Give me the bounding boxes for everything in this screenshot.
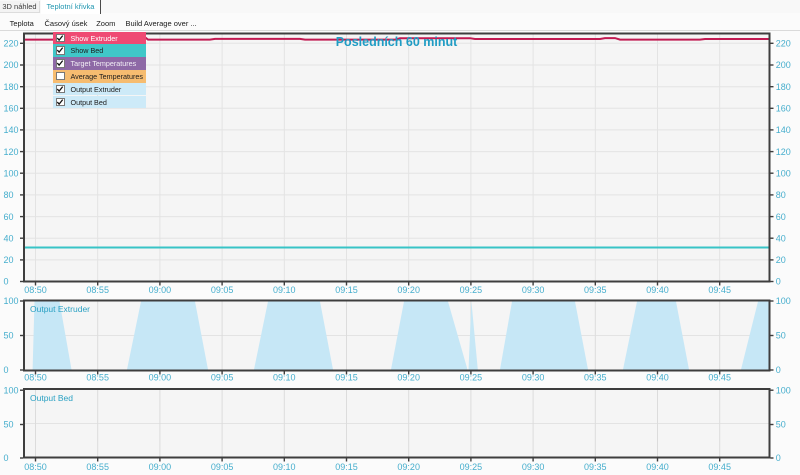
svg-text:220: 220 bbox=[4, 39, 19, 49]
svg-text:20: 20 bbox=[4, 255, 14, 265]
svg-text:09:45: 09:45 bbox=[708, 372, 731, 382]
svg-text:50: 50 bbox=[776, 420, 786, 430]
svg-text:60: 60 bbox=[4, 212, 14, 222]
svg-text:08:55: 08:55 bbox=[86, 462, 109, 472]
svg-text:180: 180 bbox=[776, 82, 791, 92]
svg-text:09:05: 09:05 bbox=[211, 462, 234, 472]
svg-text:09:10: 09:10 bbox=[273, 372, 296, 382]
svg-text:09:35: 09:35 bbox=[584, 462, 607, 472]
svg-text:80: 80 bbox=[4, 190, 14, 200]
svg-text:08:50: 08:50 bbox=[24, 372, 47, 382]
svg-text:Posledních 60 minut: Posledních 60 minut bbox=[336, 35, 458, 49]
svg-text:40: 40 bbox=[4, 233, 14, 243]
svg-text:180: 180 bbox=[4, 82, 19, 92]
svg-text:100: 100 bbox=[776, 385, 791, 395]
svg-text:0: 0 bbox=[4, 453, 9, 463]
svg-text:09:00: 09:00 bbox=[149, 462, 172, 472]
svg-text:08:55: 08:55 bbox=[86, 285, 109, 295]
svg-text:0: 0 bbox=[776, 277, 781, 287]
svg-text:80: 80 bbox=[776, 190, 786, 200]
svg-text:09:20: 09:20 bbox=[397, 372, 420, 382]
svg-text:09:35: 09:35 bbox=[584, 372, 607, 382]
svg-text:Output Extruder: Output Extruder bbox=[30, 304, 90, 314]
svg-text:09:20: 09:20 bbox=[397, 285, 420, 295]
svg-text:Output Bed: Output Bed bbox=[30, 393, 73, 403]
svg-text:100: 100 bbox=[776, 168, 791, 178]
svg-text:09:25: 09:25 bbox=[460, 372, 483, 382]
svg-text:09:05: 09:05 bbox=[211, 285, 234, 295]
svg-text:120: 120 bbox=[776, 147, 791, 157]
svg-text:0: 0 bbox=[4, 365, 9, 375]
svg-text:09:20: 09:20 bbox=[397, 462, 420, 472]
svg-text:09:15: 09:15 bbox=[335, 462, 358, 472]
svg-text:120: 120 bbox=[4, 147, 19, 157]
svg-text:09:00: 09:00 bbox=[149, 285, 172, 295]
svg-text:09:40: 09:40 bbox=[646, 462, 669, 472]
svg-text:140: 140 bbox=[4, 125, 19, 135]
svg-text:09:30: 09:30 bbox=[522, 285, 545, 295]
svg-text:09:15: 09:15 bbox=[335, 285, 358, 295]
svg-text:100: 100 bbox=[776, 296, 791, 306]
svg-text:60: 60 bbox=[776, 212, 786, 222]
svg-text:09:45: 09:45 bbox=[708, 462, 731, 472]
svg-text:09:40: 09:40 bbox=[646, 372, 669, 382]
svg-text:09:25: 09:25 bbox=[460, 462, 483, 472]
svg-text:09:30: 09:30 bbox=[522, 372, 545, 382]
svg-text:09:25: 09:25 bbox=[460, 285, 483, 295]
svg-text:09:35: 09:35 bbox=[584, 285, 607, 295]
svg-text:0: 0 bbox=[776, 365, 781, 375]
svg-text:09:10: 09:10 bbox=[273, 462, 296, 472]
svg-text:50: 50 bbox=[776, 331, 786, 341]
svg-text:09:45: 09:45 bbox=[708, 285, 731, 295]
svg-text:08:50: 08:50 bbox=[24, 462, 47, 472]
svg-text:09:30: 09:30 bbox=[522, 462, 545, 472]
svg-text:40: 40 bbox=[776, 233, 786, 243]
svg-text:09:05: 09:05 bbox=[211, 372, 234, 382]
svg-text:08:50: 08:50 bbox=[24, 285, 47, 295]
svg-text:0: 0 bbox=[4, 277, 9, 287]
svg-text:160: 160 bbox=[776, 104, 791, 114]
svg-text:200: 200 bbox=[776, 60, 791, 70]
svg-text:100: 100 bbox=[4, 385, 19, 395]
svg-text:100: 100 bbox=[4, 296, 19, 306]
svg-text:50: 50 bbox=[4, 331, 14, 341]
svg-text:220: 220 bbox=[776, 39, 791, 49]
svg-text:200: 200 bbox=[4, 60, 19, 70]
svg-text:09:15: 09:15 bbox=[335, 372, 358, 382]
svg-text:09:40: 09:40 bbox=[646, 285, 669, 295]
svg-text:100: 100 bbox=[4, 168, 19, 178]
svg-text:09:10: 09:10 bbox=[273, 285, 296, 295]
svg-text:09:00: 09:00 bbox=[149, 372, 172, 382]
svg-text:160: 160 bbox=[4, 104, 19, 114]
svg-text:20: 20 bbox=[776, 255, 786, 265]
svg-text:08:55: 08:55 bbox=[86, 372, 109, 382]
svg-text:50: 50 bbox=[4, 420, 14, 430]
svg-text:0: 0 bbox=[776, 453, 781, 463]
svg-text:140: 140 bbox=[776, 125, 791, 135]
